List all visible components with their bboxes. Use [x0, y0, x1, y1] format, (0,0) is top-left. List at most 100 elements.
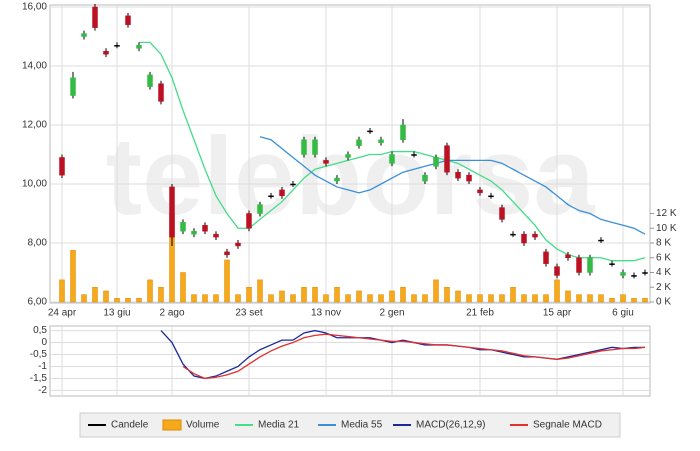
candle-body: [70, 77, 76, 96]
line-series: [182, 333, 646, 380]
legend-label: Media 55: [341, 420, 383, 431]
volume-bar: [565, 290, 571, 303]
legend-swatch: [162, 419, 182, 431]
candle-body: [114, 45, 120, 47]
candle-body: [81, 33, 87, 37]
y-tick-label: 12,00: [22, 120, 47, 131]
volume-bar: [202, 294, 208, 303]
volume-bar: [521, 294, 527, 303]
candle-body: [169, 186, 175, 238]
volume-bar: [631, 298, 637, 303]
volume-bar: [543, 294, 549, 303]
volume-bar: [268, 294, 274, 303]
candle-body: [576, 257, 582, 273]
y-tick-label: -2: [38, 385, 47, 396]
volume-bar: [642, 298, 648, 303]
y-tick-label: -0,5: [30, 349, 48, 360]
candle-body: [191, 230, 197, 235]
legend-label: Candele: [111, 420, 149, 431]
volume-bar: [378, 294, 384, 303]
volume-bar: [411, 294, 417, 303]
candle-body: [345, 154, 351, 158]
watermark: teleborsa: [105, 115, 595, 238]
volume-bar: [246, 287, 252, 303]
x-tick-label: 23 set: [235, 308, 262, 319]
candle-body: [268, 195, 274, 198]
volume-bar: [587, 294, 593, 303]
candle-body: [510, 233, 516, 236]
volume-bar: [466, 294, 472, 303]
x-tick-label: 2 ago: [159, 308, 184, 319]
candle-body: [433, 157, 439, 167]
candle-body: [598, 239, 604, 242]
candle-body: [158, 83, 164, 102]
candle-body: [312, 139, 318, 155]
candle-body: [257, 204, 263, 214]
volume-bar: [235, 294, 241, 303]
volume-bar: [477, 294, 483, 303]
candle-body: [609, 263, 615, 265]
candle-body: [411, 154, 417, 156]
candle-body: [378, 139, 384, 143]
candle-body: [543, 251, 549, 264]
volume-bar: [334, 287, 340, 303]
candle-body: [235, 242, 241, 247]
x-tick-label: 13 giu: [103, 308, 130, 319]
line-series: [259, 136, 646, 235]
volume-bar: [158, 287, 164, 303]
x-tick-label: 15 apr: [543, 308, 572, 319]
candle-body: [422, 174, 428, 182]
candle-body: [488, 195, 494, 198]
volume-bar: [345, 294, 351, 303]
candle-body: [455, 171, 461, 179]
volume-bar: [191, 294, 197, 303]
y2-tick-label: 0 K: [656, 297, 671, 308]
y-tick-label: 0,5: [33, 325, 47, 336]
candle-body: [103, 51, 109, 55]
candle-body: [620, 272, 626, 276]
volume-bar: [488, 294, 494, 303]
volume-bar: [620, 294, 626, 303]
candle-body: [466, 174, 472, 182]
legend-label: Volume: [186, 420, 220, 431]
volume-bar: [257, 279, 263, 303]
candle-body: [499, 207, 505, 220]
candle-body: [521, 233, 527, 244]
candle-body: [136, 45, 142, 49]
volume-bar: [92, 287, 98, 303]
x-tick-label: 13 nov: [311, 308, 341, 319]
y-tick-label: 0: [41, 337, 47, 348]
candle-body: [587, 257, 593, 273]
y-tick-label: 10,00: [22, 179, 47, 190]
volume-bar: [609, 298, 615, 303]
candle-body: [59, 157, 65, 176]
volume-bar: [389, 290, 395, 303]
y-tick-label: -1,5: [30, 373, 48, 384]
y-tick-label: 16,00: [22, 2, 47, 13]
y2-tick-label: 12 K: [656, 208, 677, 219]
candle-body: [202, 225, 208, 232]
candle-body: [389, 154, 395, 164]
volume-bar: [125, 298, 131, 303]
volume-bar: [367, 294, 373, 303]
x-tick-label: 21 feb: [466, 308, 494, 319]
candle-body: [334, 177, 340, 182]
volume-bar: [356, 290, 362, 303]
x-tick-label: 6 giu: [612, 308, 634, 319]
candle-body: [565, 254, 571, 259]
volume-bar: [136, 298, 142, 303]
candle-body: [279, 189, 285, 197]
y-tick-label: 14,00: [22, 61, 47, 72]
candle-body: [631, 275, 637, 277]
volume-bar: [510, 287, 516, 303]
volume-bar: [455, 290, 461, 303]
candle-body: [290, 183, 296, 186]
x-tick-label: 2 gen: [379, 308, 404, 319]
volume-bar: [312, 287, 318, 303]
candle-body: [301, 139, 307, 155]
volume-bar: [433, 279, 439, 303]
y2-tick-label: 6 K: [656, 252, 671, 263]
volume-bar: [301, 287, 307, 303]
y-tick-label: 8,00: [28, 238, 48, 249]
volume-bar: [279, 290, 285, 303]
